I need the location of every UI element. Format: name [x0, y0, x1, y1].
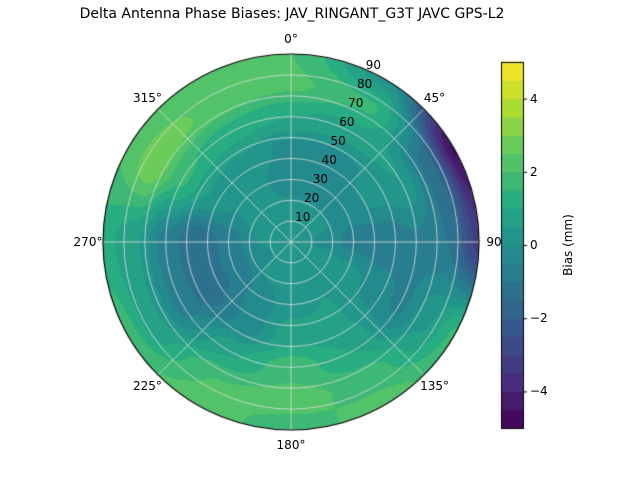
- radial-label-70: 70: [348, 96, 364, 111]
- radial-label-40: 40: [321, 152, 337, 167]
- radial-label-30: 30: [312, 171, 329, 186]
- angular-label-180: 180°: [276, 438, 306, 452]
- angular-label-0: 0°: [284, 32, 298, 46]
- radial-label-10: 10: [295, 209, 311, 224]
- angular-label-45: 45°: [423, 91, 446, 106]
- radial-label-80: 80: [356, 77, 373, 92]
- colorbar-tick-4: 4: [530, 91, 538, 106]
- radial-label-90: 90: [365, 58, 382, 73]
- angular-label-90: 90: [486, 235, 502, 249]
- angular-label-270: 270°: [73, 235, 103, 249]
- chart-title: Delta Antenna Phase Biases: JAV_RINGANT_…: [79, 6, 505, 22]
- colorbar-tick--4: −4: [530, 384, 548, 399]
- radial-label-60: 60: [339, 115, 355, 130]
- colorbar-tick-0: 0: [530, 238, 538, 252]
- colorbar-axis-label: Bias (mm): [561, 214, 575, 276]
- angular-label-135: 135°: [420, 378, 449, 393]
- angular-label-315: 315°: [133, 91, 162, 106]
- angular-label-225: 225°: [133, 378, 162, 393]
- colorbar-tick--2: −2: [530, 311, 548, 326]
- colorbar-tick-2: 2: [530, 164, 538, 179]
- radial-label-20: 20: [303, 190, 320, 205]
- radial-label-50: 50: [330, 133, 346, 148]
